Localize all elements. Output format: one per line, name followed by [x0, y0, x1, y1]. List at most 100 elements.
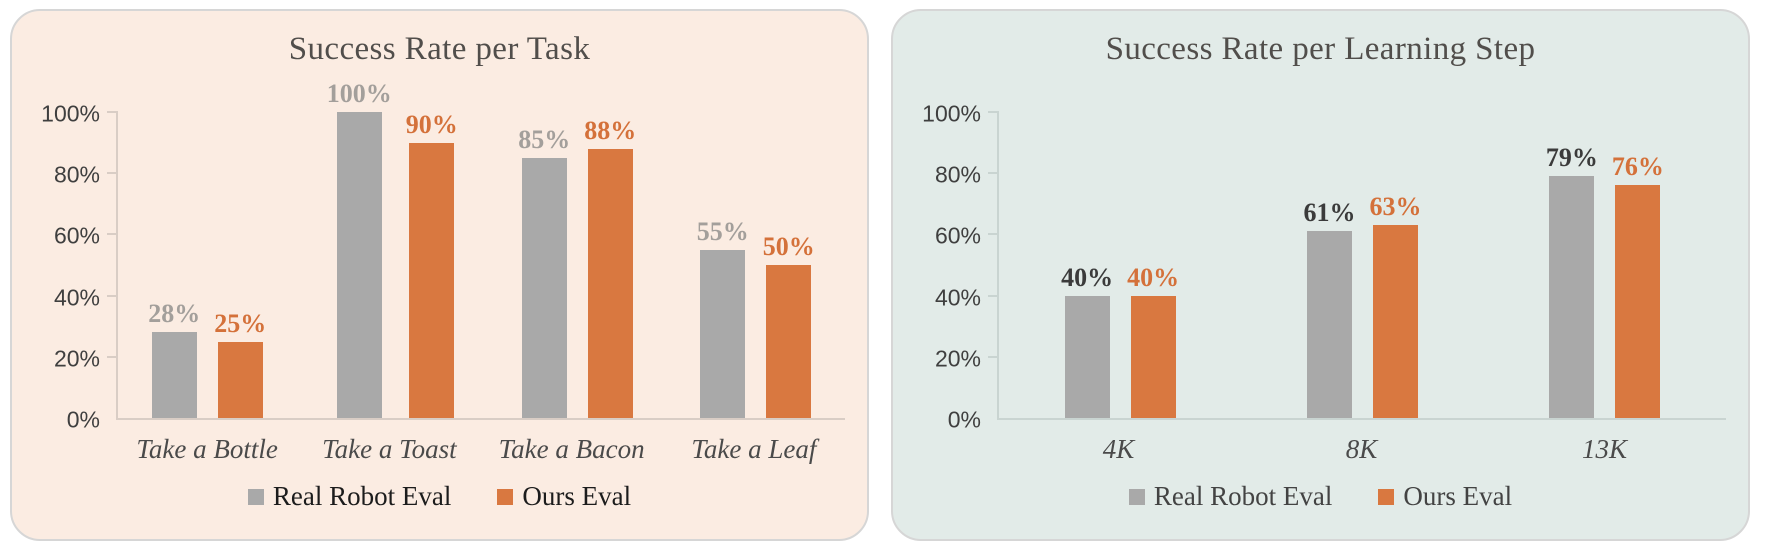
bar-real-robot-eval [1549, 176, 1595, 418]
bar-item: 55% [696, 216, 749, 418]
bar-value-label: 88% [584, 115, 637, 145]
bar-real-robot-eval [521, 157, 567, 418]
legend-swatch-icon [1378, 488, 1395, 505]
bar-value-label: 50% [762, 232, 815, 261]
bar-group-take-a-bottle: 28% 25% [148, 301, 266, 418]
y-tick-label-0: 0% [66, 406, 100, 433]
bar-item: 50% [763, 234, 815, 418]
bar-ours-eval [217, 341, 263, 418]
x-axis: 4K 8K 13K [997, 434, 1726, 465]
bar-value-label: 55% [696, 216, 749, 246]
y-tick-label-60: 60% [934, 222, 981, 249]
y-tick-mark [988, 172, 999, 175]
y-tick-label-100: 100% [922, 100, 981, 127]
bar-ours-eval [1372, 225, 1418, 418]
bar-value-label: 85% [518, 124, 571, 154]
y-tick-label-0: 0% [947, 406, 981, 433]
legend-item-ours-eval: Ours Eval [1378, 481, 1512, 512]
chart-body: 0% 20% 40% 60% 80% 100% 40% 40% 61% 63% 79% 76% [915, 102, 1726, 431]
bar-real-robot-eval [700, 249, 746, 418]
x-category-label: 8K [1345, 434, 1378, 464]
plot-area: 40% 40% 61% 63% 79% 76% [988, 111, 1726, 420]
legend-label: Ours Eval [1403, 481, 1513, 511]
x-category-label: 4K [1102, 434, 1135, 464]
bar-item: 61% [1303, 200, 1355, 418]
bar-value-label: 61% [1303, 198, 1356, 228]
bar-group-take-a-bacon: 85% 88% [518, 115, 637, 418]
x-category-label: Take a Toast [322, 434, 457, 464]
y-tick-label-20: 20% [934, 345, 981, 372]
y-tick-label-80: 80% [934, 161, 981, 188]
legend: Real Robot Eval Ours Eval [34, 481, 845, 512]
bar-value-label: 28% [148, 299, 201, 329]
bar-value-label: 40% [1061, 262, 1114, 292]
bar-value-label: 25% [214, 308, 267, 338]
bar-ours-eval [587, 148, 633, 418]
y-axis: 0% 20% 40% 60% 80% 100% [34, 102, 116, 431]
bar-item: 25% [214, 308, 267, 418]
chart-title: Success Rate per Learning Step [1105, 31, 1536, 67]
legend-swatch-icon [247, 488, 264, 505]
y-tick-label-20: 20% [53, 345, 100, 372]
bar-item: 28% [148, 301, 200, 418]
bar-item: 90% [405, 109, 458, 418]
bar-value-label: 79% [1545, 143, 1598, 173]
y-tick-label-40: 40% [934, 284, 981, 311]
legend-label: Real Robot Eval [1153, 481, 1333, 511]
y-tick-mark [988, 111, 999, 113]
bar-item: 76% [1612, 154, 1664, 418]
y-tick-label-80: 80% [53, 161, 100, 188]
chart-panel-success-rate-per-task: Success Rate per Task 0% 20% 40% 60% 80% 100%… [10, 9, 869, 541]
y-tick-mark [107, 172, 118, 175]
bar-ours-eval [409, 142, 455, 418]
y-tick-mark [107, 111, 118, 113]
bar-real-robot-eval [336, 112, 382, 418]
y-tick-mark [107, 355, 118, 358]
x-axis: Take a Bottle Take a Toast Take a Bacon Tak… [116, 434, 845, 465]
bar-group-take-a-leaf: 55% 50% [696, 216, 815, 418]
legend-label: Ours Eval [522, 481, 632, 511]
bar-item: 85% [518, 124, 571, 418]
bar-item: 40% [1127, 262, 1180, 418]
bar-group-8k: 61% 63% [1303, 194, 1421, 418]
y-tick-label-60: 60% [53, 222, 100, 249]
y-tick-mark [988, 233, 999, 236]
bar-group-4k: 40% 40% [1061, 262, 1180, 418]
bar-value-label: 40% [1127, 262, 1180, 292]
y-tick-mark [988, 355, 999, 358]
y-tick-mark [988, 294, 999, 297]
legend-swatch-icon [497, 488, 514, 505]
legend-item-ours-eval: Ours Eval [497, 481, 631, 512]
bar-real-robot-eval [151, 332, 197, 418]
bar-value-label: 90% [405, 109, 458, 139]
chart-body: 0% 20% 40% 60% 80% 100% 28% 25% 100% 90% 85% 88% 55… [34, 81, 845, 431]
bar-group-13k: 79% 76% [1546, 145, 1664, 418]
bar-item: 63% [1369, 194, 1421, 418]
bar-value-label: 100% [326, 79, 392, 108]
chart-panel-success-rate-per-learning-step: Success Rate per Learning Step 0% 20% 40% 6… [891, 9, 1750, 541]
bar-value-label: 76% [1611, 152, 1664, 182]
bar-value-label: 63% [1369, 192, 1422, 222]
bar-group-take-a-toast: 100% 90% [327, 81, 458, 418]
bar-ours-eval [766, 265, 812, 418]
x-category-label: Take a Bacon [498, 434, 645, 464]
legend-item-real-robot-eval: Real Robot Eval [247, 481, 452, 512]
bar-item: 79% [1546, 145, 1598, 418]
plot-area: 28% 25% 100% 90% 85% 88% 55% 50% [107, 81, 845, 420]
y-axis: 0% 20% 40% 60% 80% 100% [915, 102, 997, 431]
x-category-label: Take a Bottle [136, 434, 278, 464]
x-category-label: Take a Leaf [691, 434, 817, 464]
legend-swatch-icon [1128, 488, 1145, 505]
bar-item: 88% [584, 115, 637, 418]
legend-label: Real Robot Eval [272, 481, 452, 511]
x-category-label: 13K [1581, 434, 1627, 464]
bar-item: 100% [327, 81, 392, 418]
bar-real-robot-eval [1064, 295, 1110, 418]
chart-title: Success Rate per Task [288, 31, 591, 67]
y-tick-mark [107, 294, 118, 297]
y-tick-mark [107, 233, 118, 236]
bar-ours-eval [1615, 185, 1661, 418]
bar-ours-eval [1130, 295, 1176, 418]
bar-real-robot-eval [1306, 231, 1352, 418]
